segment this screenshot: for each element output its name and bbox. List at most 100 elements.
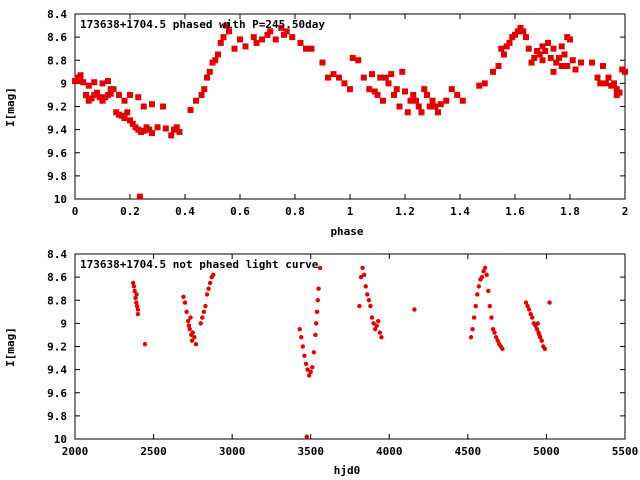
unphased-data-point bbox=[412, 307, 417, 312]
phased-data-point bbox=[206, 68, 213, 75]
phased-data-point bbox=[319, 59, 326, 66]
unphased-data-point bbox=[379, 335, 384, 340]
phased-data-point bbox=[226, 28, 232, 35]
unphased-data-point bbox=[130, 280, 136, 286]
unphased-data-point bbox=[476, 284, 482, 289]
phased-data-point bbox=[432, 103, 439, 110]
phased-data-point bbox=[536, 51, 543, 58]
unphased-data-point bbox=[306, 373, 312, 378]
unphased-data-point bbox=[311, 350, 317, 355]
phased-data-point bbox=[556, 54, 562, 61]
phased-data-point bbox=[443, 97, 450, 104]
phased-data-point bbox=[366, 86, 373, 93]
unphased-data-point bbox=[470, 326, 475, 332]
phased-data-point bbox=[589, 59, 595, 66]
phased-data-point bbox=[303, 45, 309, 52]
unphased-data-point bbox=[526, 307, 532, 312]
phased-data-point bbox=[129, 120, 136, 127]
phased-data-point bbox=[325, 74, 331, 81]
unphased-data-point bbox=[371, 321, 376, 326]
phased-x-tick-label: 0.6 bbox=[230, 205, 250, 218]
unphased-data-point bbox=[299, 335, 304, 340]
phased-x-tick-label: 1.2 bbox=[395, 205, 415, 218]
phased-data-point bbox=[264, 31, 271, 38]
unphased-data-points bbox=[130, 265, 552, 439]
unphased-data-point bbox=[484, 272, 489, 278]
phased-data-point bbox=[550, 68, 557, 75]
unphased-data-point bbox=[308, 369, 313, 375]
unphased-y-tick-label: 8.8 bbox=[47, 294, 67, 307]
unphased-data-point bbox=[369, 315, 375, 320]
phased-data-point bbox=[140, 103, 147, 110]
unphased-data-point bbox=[310, 365, 315, 370]
unphased-data-point bbox=[134, 292, 139, 297]
phased-data-point bbox=[481, 80, 488, 87]
unphased-data-point bbox=[363, 284, 368, 289]
unphased-data-point bbox=[493, 335, 499, 340]
phased-data-point bbox=[454, 91, 461, 98]
unphased-data-point bbox=[372, 326, 378, 332]
phased-data-point bbox=[391, 91, 397, 98]
phased-data-point bbox=[154, 124, 161, 131]
unphased-data-point bbox=[366, 298, 372, 303]
phased-data-point bbox=[121, 97, 128, 104]
phased-data-point bbox=[336, 74, 342, 81]
phased-data-point bbox=[127, 91, 133, 98]
unphased-data-point bbox=[473, 303, 478, 309]
unphased-data-point bbox=[300, 344, 306, 349]
unphased-data-point bbox=[489, 315, 494, 320]
phased-data-point bbox=[253, 39, 260, 46]
phased-data-point bbox=[146, 126, 153, 133]
phased-data-point bbox=[107, 86, 114, 93]
phased-data-point bbox=[124, 109, 131, 116]
unphased-data-point bbox=[468, 335, 474, 340]
unphased-data-point bbox=[475, 292, 480, 297]
phased-data-point bbox=[289, 34, 296, 41]
phased-data-point bbox=[281, 31, 287, 38]
phased-data-point bbox=[523, 34, 529, 41]
phased-data-point bbox=[283, 28, 290, 35]
phased-data-point bbox=[242, 43, 249, 50]
phased-data-point bbox=[404, 109, 411, 116]
phased-data-point bbox=[528, 59, 535, 66]
phased-data-point bbox=[531, 54, 538, 61]
phased-data-point bbox=[355, 57, 362, 64]
unphased-light-curve-panel: 2000 2500 3000 3500 4000 4500 5000 5500 8.4 8.6 8.… bbox=[4, 248, 638, 477]
phased-data-point bbox=[594, 74, 601, 81]
phased-data-points bbox=[72, 22, 628, 200]
phased-data-point bbox=[539, 43, 546, 50]
unphased-data-point bbox=[500, 346, 505, 352]
phased-data-point bbox=[193, 97, 199, 104]
unphased-data-point bbox=[206, 286, 211, 291]
unphased-y-tick-label: 8.4 bbox=[47, 248, 67, 261]
phased-data-point bbox=[341, 80, 348, 87]
unphased-data-point bbox=[134, 303, 140, 309]
phased-data-point bbox=[424, 91, 430, 98]
phased-data-point bbox=[162, 125, 169, 132]
unphased-axis-ticks: 2000 2500 3000 3500 4000 4500 5000 5500 8.4 8.6 8.… bbox=[47, 248, 638, 458]
unphased-data-point bbox=[317, 265, 323, 271]
phased-data-point bbox=[250, 34, 257, 41]
unphased-data-point bbox=[189, 338, 195, 343]
unphased-data-point bbox=[142, 341, 148, 347]
phased-data-point bbox=[517, 24, 524, 31]
phased-y-tick-label: 9 bbox=[60, 77, 67, 90]
unphased-data-point bbox=[528, 311, 533, 317]
phased-y-tick-label: 9.8 bbox=[47, 170, 67, 183]
unphased-data-point bbox=[186, 323, 192, 328]
phased-data-point bbox=[116, 91, 122, 98]
phased-data-point bbox=[506, 39, 513, 46]
unphased-data-point bbox=[492, 330, 497, 335]
unphased-data-point bbox=[368, 303, 373, 309]
phased-data-point bbox=[490, 68, 496, 75]
phased-data-point bbox=[547, 54, 554, 61]
unphased-y-tick-label: 10 bbox=[54, 433, 67, 446]
phased-data-point bbox=[429, 97, 436, 104]
phased-data-point bbox=[94, 89, 100, 96]
unphased-data-point bbox=[303, 361, 309, 367]
unphased-data-point bbox=[185, 318, 191, 324]
phased-data-point bbox=[237, 36, 243, 43]
unphased-data-point bbox=[481, 269, 486, 274]
phased-data-point bbox=[223, 22, 230, 29]
unphased-x-tick-label: 5000 bbox=[533, 445, 560, 458]
